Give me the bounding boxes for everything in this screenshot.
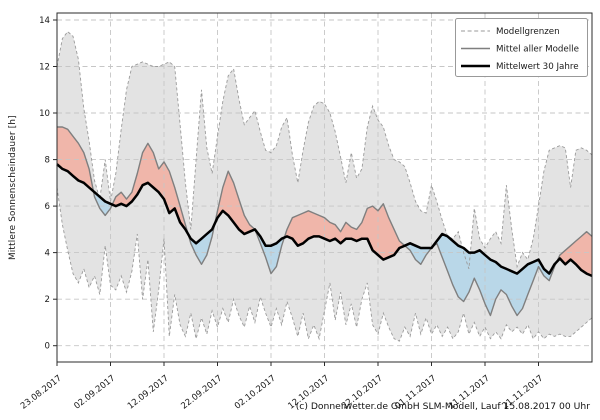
- y-tick-label: 12: [39, 63, 50, 73]
- above-normal-area: [284, 203, 405, 260]
- x-tick-label: 02.10.2017: [233, 373, 278, 411]
- legend-label: Mittel aller Modelle: [496, 45, 579, 55]
- y-tick-label: 10: [39, 109, 50, 119]
- y-tick-label: 0: [45, 342, 50, 352]
- y-tick-label: 2: [45, 295, 50, 305]
- legend-label: Mittelwert 30 Jahre: [496, 62, 579, 72]
- x-tick-label: 12.09.2017: [126, 373, 171, 411]
- below-normal-area: [431, 234, 557, 316]
- legend-label: Modellgrenzen: [496, 27, 560, 37]
- y-tick-label: 6: [45, 202, 50, 212]
- model-lower-bound-line: [56, 187, 593, 342]
- model-upper-bound-line: [56, 30, 593, 270]
- x-tick-label: 02.09.2017: [72, 373, 117, 411]
- y-tick-label: 14: [39, 16, 50, 26]
- above-normal-area: [57, 127, 94, 192]
- legend: Modellgrenzen Mittel aller Modelle Mittelw…: [455, 18, 588, 77]
- above-normal-area: [214, 171, 255, 234]
- above-normal-area: [556, 231, 592, 276]
- x-tick-label: 22.09.2017: [179, 373, 224, 411]
- y-tick-label: 8: [45, 156, 50, 166]
- below-normal-area: [93, 191, 113, 216]
- y-tick-label: 4: [45, 249, 50, 259]
- y-axis-label: Mittlere Sonnenscheindauer [h]: [8, 115, 18, 260]
- legend-box: [455, 18, 588, 77]
- x-tick-label: 23.08.2017: [19, 373, 64, 411]
- mean-30y-line: [56, 163, 593, 278]
- model-mean-line: [57, 126, 593, 317]
- copyright-caption: (c) Donnerwetter.de GmbH SLM-Modell, Lau…: [295, 401, 590, 412]
